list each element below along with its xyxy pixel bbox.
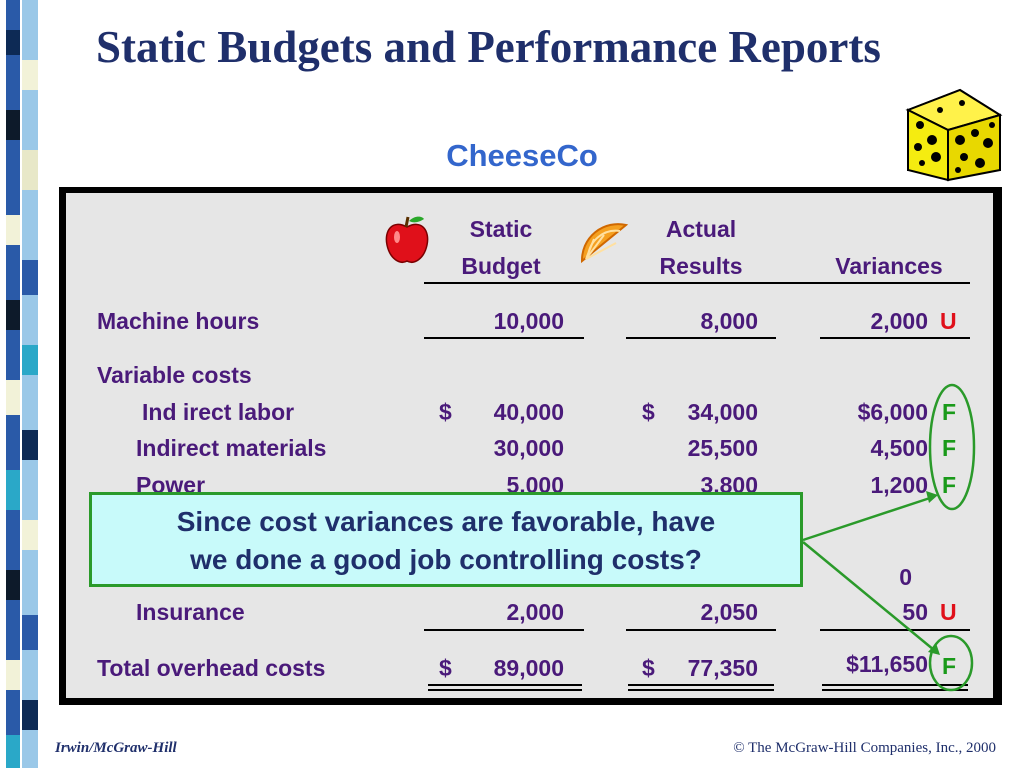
indirect-materials-flag: F bbox=[942, 435, 957, 461]
header-actual: Actual Results bbox=[659, 216, 743, 279]
total-budget-sign: $ bbox=[439, 655, 452, 681]
divider bbox=[424, 337, 584, 339]
indirect-labor-variance: $6,000 bbox=[857, 399, 928, 425]
double-underline bbox=[428, 689, 582, 691]
header-static: Static Budget bbox=[461, 216, 541, 279]
indirect-labor-actual: 34,000 bbox=[687, 399, 758, 425]
slide-title: Static Budgets and Performance Reports bbox=[96, 22, 881, 72]
row-label-machine-hours: Machine hours bbox=[97, 308, 260, 334]
indirect-labor-budget: 40,000 bbox=[493, 399, 564, 425]
total-flag: F bbox=[942, 653, 957, 679]
insurance-variance: 50 bbox=[902, 599, 928, 625]
apple-icon bbox=[385, 216, 429, 263]
total-variance: $11,650 bbox=[846, 651, 928, 677]
header-variances: Variances bbox=[835, 253, 943, 279]
question-callout: Since cost variances are favorable, have… bbox=[89, 492, 803, 587]
footer-publisher: Irwin/McGraw-Hill bbox=[55, 740, 177, 756]
insurance-flag: U bbox=[940, 599, 957, 625]
insurance-actual: 2,050 bbox=[700, 599, 758, 625]
divider bbox=[626, 337, 776, 339]
total-actual: 77,350 bbox=[687, 655, 758, 681]
machine-hours-actual: 8,000 bbox=[700, 308, 758, 334]
total-budget: 89,000 bbox=[493, 655, 564, 681]
machine-hours-flag: U bbox=[940, 308, 957, 334]
double-underline bbox=[628, 689, 774, 691]
callout-line-2: we done a good job controlling costs? bbox=[190, 544, 702, 575]
decorative-strip bbox=[0, 0, 40, 768]
row-label-indirect-materials: Indirect materials bbox=[136, 435, 327, 461]
cheese-icon bbox=[905, 88, 1003, 182]
report-table: Static Budget Actual Results Variances M… bbox=[66, 193, 993, 698]
indirect-materials-variance: 4,500 bbox=[870, 435, 928, 461]
indirect-materials-actual: 25,500 bbox=[687, 435, 758, 461]
header-underline bbox=[424, 282, 970, 284]
insurance-budget: 2,000 bbox=[506, 599, 564, 625]
orange-slice-icon bbox=[580, 223, 629, 264]
total-actual-sign: $ bbox=[642, 655, 655, 681]
machine-hours-budget: 10,000 bbox=[493, 308, 564, 334]
power-flag: F bbox=[942, 472, 957, 498]
indirect-labor-actual-sign: $ bbox=[642, 399, 655, 425]
double-underline bbox=[628, 684, 774, 686]
divider bbox=[626, 629, 776, 631]
double-underline bbox=[822, 689, 968, 691]
machine-hours-variance: 2,000 bbox=[870, 308, 928, 334]
divider bbox=[424, 629, 584, 631]
row-label-indirect-labor: Ind irect labor bbox=[142, 399, 295, 425]
row-label-insurance: Insurance bbox=[136, 599, 245, 625]
indirect-labor-flag: F bbox=[942, 399, 957, 425]
row-label-total-overhead: Total overhead costs bbox=[97, 655, 326, 681]
indirect-labor-budget-sign: $ bbox=[439, 399, 452, 425]
power-variance: 1,200 bbox=[870, 472, 928, 498]
company-name: CheeseCo bbox=[446, 138, 598, 173]
row-label-variable-costs: Variable costs bbox=[97, 362, 252, 388]
double-underline bbox=[822, 684, 968, 686]
indirect-materials-budget: 30,000 bbox=[493, 435, 564, 461]
double-underline bbox=[428, 684, 582, 686]
hidden-row-variance: 0 bbox=[899, 564, 912, 590]
footer-copyright: © The McGraw-Hill Companies, Inc., 2000 bbox=[733, 740, 996, 756]
divider bbox=[820, 629, 970, 631]
divider bbox=[820, 337, 970, 339]
callout-line-1: Since cost variances are favorable, have bbox=[176, 506, 716, 537]
